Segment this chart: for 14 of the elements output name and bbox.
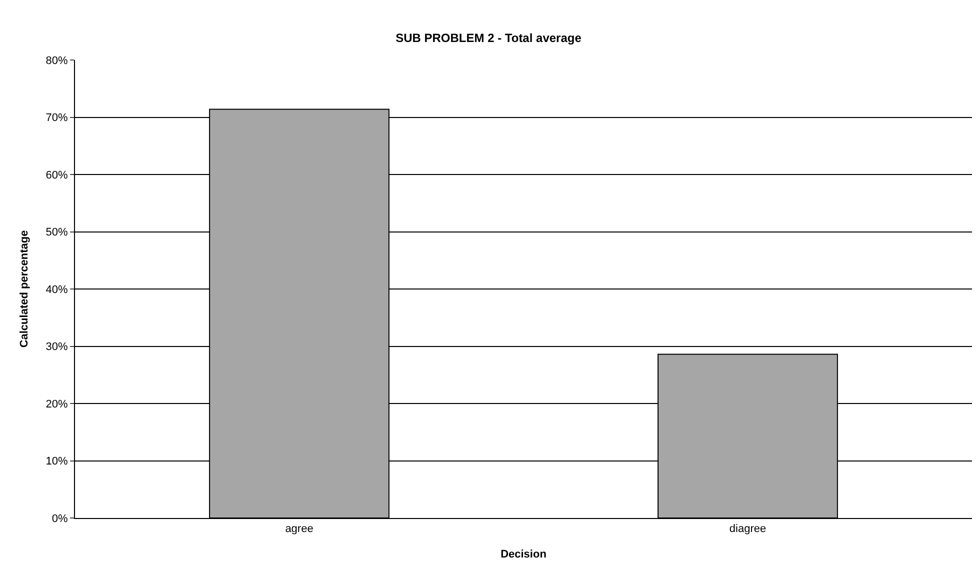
y-tick-label: 80% — [46, 54, 68, 67]
y-tick-label: 50% — [46, 226, 68, 239]
y-tick-label: 20% — [46, 398, 68, 410]
chart-title: SUB PROBLEM 2 - Total average — [396, 31, 582, 46]
y-tick-label: 60% — [46, 169, 68, 182]
y-tick-label: 40% — [46, 284, 68, 296]
x-axis-title: Decision — [500, 548, 547, 560]
y-tick-label: 0% — [52, 512, 68, 525]
y-tick-label: 70% — [46, 112, 68, 124]
y-tick-label: 30% — [46, 341, 68, 354]
x-tick-label: diagree — [729, 523, 766, 536]
y-tick-label: 10% — [46, 456, 68, 468]
x-tick-label: agree — [285, 523, 314, 536]
y-axis-title: Calculated percentage — [18, 230, 30, 348]
